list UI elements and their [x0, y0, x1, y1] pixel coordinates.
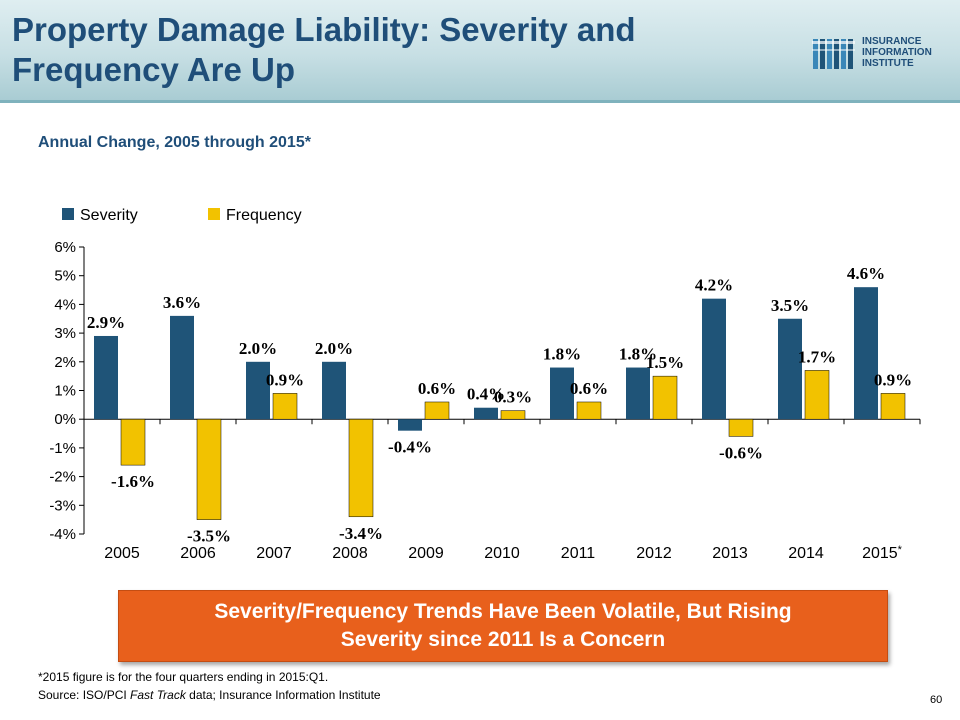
data-label-severity-2014: 3.5% [771, 296, 809, 315]
logo-text-line-3: INSTITUTE [862, 58, 914, 69]
header-divider [0, 100, 960, 103]
data-label-frequency-2009: 0.6% [418, 379, 456, 398]
bar-frequency-2007 [272, 393, 298, 420]
bar-frequency-2013 [728, 418, 754, 437]
callout-box: Severity/Frequency Trends Have Been Vola… [118, 590, 888, 662]
chart-subtitle: Annual Change, 2005 through 2015* [38, 134, 311, 151]
bar-severity-2011 [550, 367, 574, 420]
x-tick-label: 2006 [180, 545, 216, 562]
y-tick-label: 2% [54, 354, 76, 371]
data-label-frequency-2013: -0.6% [719, 443, 763, 462]
y-tick-label: -2% [49, 469, 76, 486]
bar-frequency-2008 [348, 418, 374, 518]
bar-frequency-2005 [120, 418, 146, 466]
page-number: 60 [930, 694, 943, 706]
data-label-frequency-2010: 0.3% [494, 388, 532, 407]
bar-severity-2009 [398, 419, 422, 431]
slide-title-line-1: Property Damage Liability: Severity and [12, 11, 636, 48]
x-tick-label: 2013 [712, 545, 748, 562]
data-label-severity-2012: 1.8% [619, 345, 657, 364]
y-tick-label: 1% [54, 383, 76, 400]
data-label-frequency-2006: -3.5% [187, 527, 231, 546]
bar-frequency-2015 [880, 393, 906, 420]
x-tick-label: 2007 [256, 545, 292, 562]
y-tick-label: -1% [49, 440, 76, 457]
logo-text-line-2: INFORMATION [862, 47, 932, 58]
y-tick-label: 5% [54, 268, 76, 285]
x-tick-label: 2012 [636, 545, 672, 562]
data-label-frequency-2014: 1.7% [798, 347, 836, 366]
bar-frequency-2006 [196, 418, 222, 520]
x-tick-label: 2010 [484, 545, 520, 562]
y-tick-label: 0% [54, 411, 76, 428]
iii-logo-icon [812, 39, 855, 69]
x-tick-label: 2014 [788, 545, 824, 562]
legend-label-frequency: Frequency [226, 207, 302, 224]
bar-frequency-2011 [576, 401, 602, 420]
data-label-frequency-2011: 0.6% [570, 379, 608, 398]
y-tick-label: 4% [54, 296, 76, 313]
data-label-frequency-2012: 1.5% [646, 353, 684, 372]
legend-swatch-frequency [208, 208, 220, 220]
data-label-frequency-2008: -3.4% [339, 524, 383, 543]
x-tick-label: 2011 [561, 545, 596, 562]
footnote-text: *2015 figure is for the four quarters en… [38, 670, 329, 684]
slide-title-line-2: Frequency Are Up [12, 51, 296, 88]
data-label-frequency-2007: 0.9% [266, 370, 304, 389]
bar-severity-2013 [702, 298, 726, 420]
slide-header [0, 0, 960, 100]
data-label-frequency-2005: -1.6% [111, 472, 155, 491]
x-tick-label: 2005 [104, 545, 140, 562]
x-tick-label-suffix: * [898, 544, 903, 556]
data-label-severity-2011: 1.8% [543, 345, 581, 364]
x-tick-label: 2015* [862, 544, 903, 562]
bar-severity-2010 [474, 407, 498, 420]
bar-severity-2012 [626, 367, 650, 420]
bar-frequency-2014 [804, 370, 830, 420]
source-italic: Fast Track [130, 688, 186, 702]
source-suffix: data; Insurance Information Institute [185, 688, 381, 702]
bar-frequency-2010 [500, 410, 526, 420]
bar-severity-2008 [322, 361, 346, 420]
y-tick-label: -3% [49, 497, 76, 514]
data-label-severity-2009: -0.4% [388, 438, 432, 457]
legend-swatch-severity [62, 208, 74, 220]
bar-severity-2005 [94, 335, 118, 420]
data-label-severity-2013: 4.2% [695, 276, 733, 295]
data-label-severity-2005: 2.9% [87, 313, 125, 332]
legend-label-severity: Severity [80, 207, 138, 224]
data-label-frequency-2015: 0.9% [874, 370, 912, 389]
bar-severity-2007 [246, 361, 270, 420]
data-label-severity-2008: 2.0% [315, 339, 353, 358]
bar-chart: Severity Frequency -4% -3% -2% -1% 0% 1% 2% 3% 4% 5… [49, 207, 921, 562]
data-label-severity-2010: 0.4% [467, 385, 505, 404]
bar-frequency-2009 [424, 401, 450, 420]
bar-frequency-2012 [652, 375, 678, 420]
data-label-severity-2015: 4.6% [847, 264, 885, 283]
iii-logo-text: INSURANCE INFORMATION INSTITUTE [862, 36, 954, 69]
y-tick-label: 3% [54, 325, 76, 342]
slide-title: Property Damage Liability: Severity and … [12, 10, 792, 90]
callout-line-2: Severity since 2011 Is a Concern [340, 628, 666, 651]
y-tick-label: -4% [49, 526, 76, 543]
data-label-severity-2006: 3.6% [163, 293, 201, 312]
footnote: *2015 figure is for the four quarters en… [38, 668, 381, 704]
y-tick-label: 6% [54, 239, 76, 256]
bar-severity-2006 [170, 315, 194, 420]
x-tick-label: 2009 [408, 545, 444, 562]
logo-text-line-1: INSURANCE [862, 36, 922, 47]
data-label-severity-2007: 2.0% [239, 339, 277, 358]
source-text: Source: ISO/PCI Fast Track data; Insuran… [38, 686, 381, 704]
bar-severity-2015 [854, 287, 878, 420]
bar-severity-2014 [778, 318, 802, 420]
iii-logo: INSURANCE INFORMATION INSTITUTE [812, 33, 952, 73]
source-prefix: Source: ISO/PCI [38, 688, 131, 702]
x-tick-label: 2008 [332, 545, 368, 562]
callout-line-1: Severity/Frequency Trends Have Been Vola… [214, 600, 792, 623]
